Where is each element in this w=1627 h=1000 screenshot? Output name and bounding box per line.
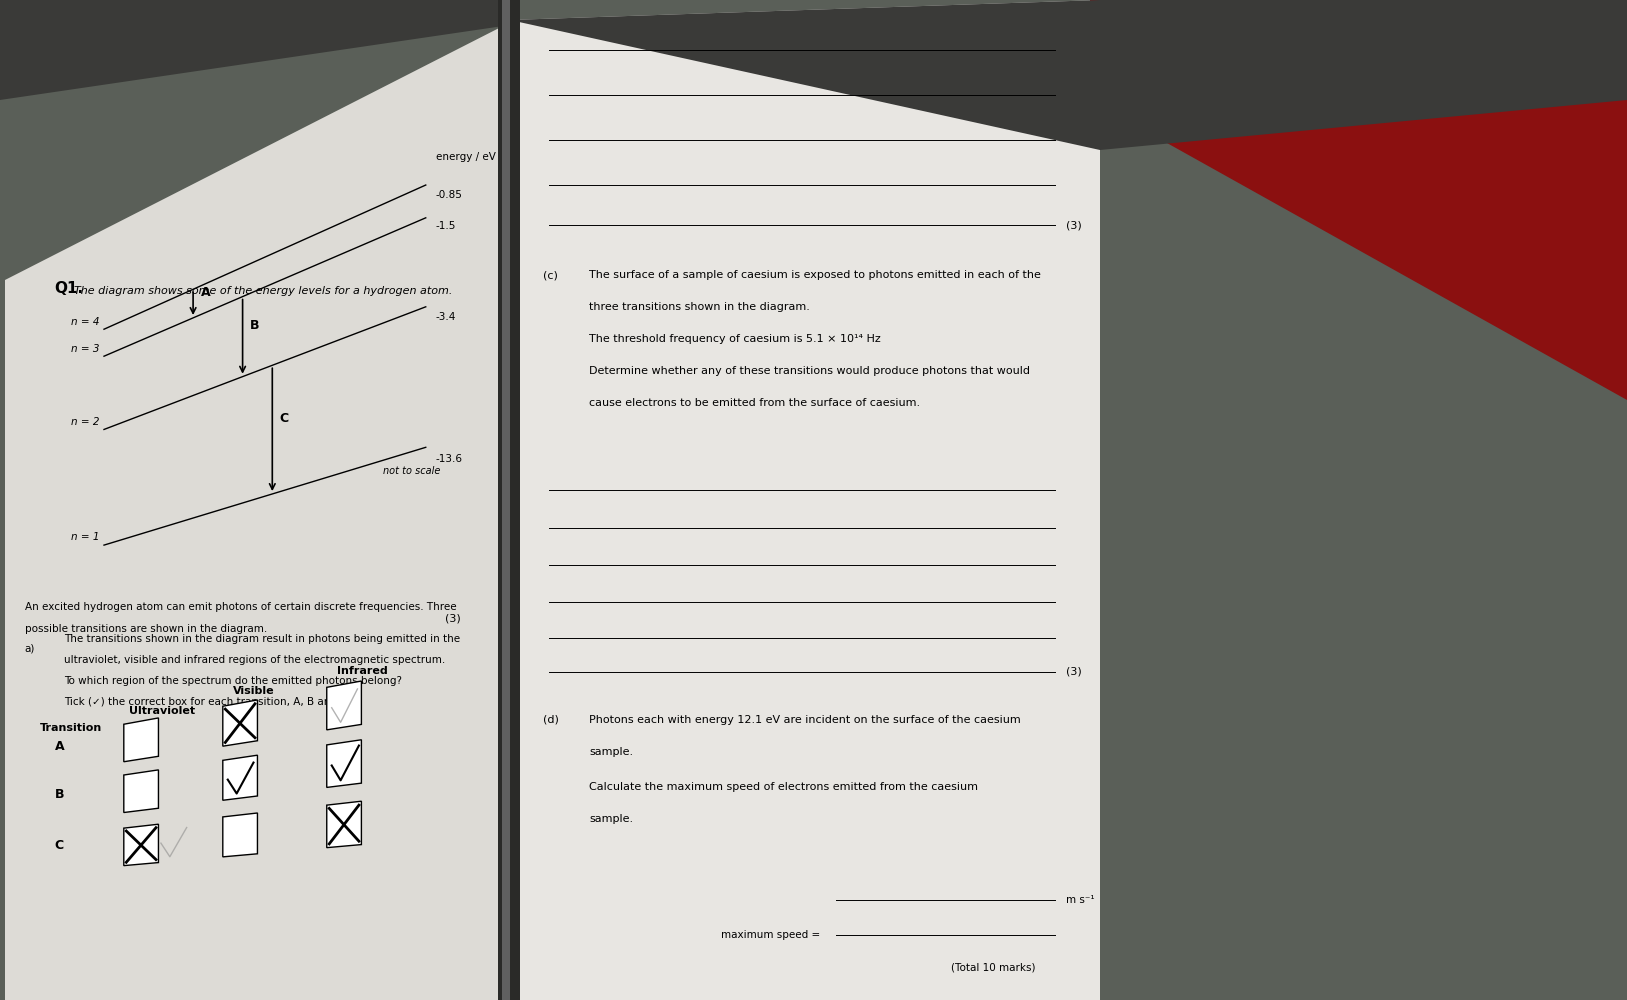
Text: (3): (3) bbox=[1066, 667, 1082, 677]
Text: C: C bbox=[280, 412, 290, 425]
Text: three transitions shown in the diagram.: three transitions shown in the diagram. bbox=[589, 302, 810, 312]
Text: n = 1: n = 1 bbox=[70, 532, 99, 542]
Text: not to scale: not to scale bbox=[384, 466, 441, 476]
Text: Calculate the maximum speed of electrons emitted from the caesium: Calculate the maximum speed of electrons… bbox=[589, 782, 978, 792]
Text: B: B bbox=[54, 788, 63, 801]
Polygon shape bbox=[124, 824, 158, 866]
Text: cause electrons to be emitted from the surface of caesium.: cause electrons to be emitted from the s… bbox=[589, 398, 921, 408]
Text: The transitions shown in the diagram result in photons being emitted in the: The transitions shown in the diagram res… bbox=[65, 634, 460, 644]
Text: -3.4: -3.4 bbox=[436, 312, 456, 322]
Polygon shape bbox=[124, 770, 158, 813]
Text: -1.5: -1.5 bbox=[436, 221, 456, 231]
Text: (d): (d) bbox=[543, 715, 560, 725]
Polygon shape bbox=[124, 718, 158, 762]
Text: The surface of a sample of caesium is exposed to photons emitted in each of the: The surface of a sample of caesium is ex… bbox=[589, 270, 1041, 280]
Text: Q1.: Q1. bbox=[54, 281, 83, 296]
Text: sample.: sample. bbox=[589, 747, 633, 757]
Polygon shape bbox=[327, 801, 361, 848]
Text: energy / eV: energy / eV bbox=[436, 152, 496, 162]
Polygon shape bbox=[0, 0, 509, 100]
Text: Infrared: Infrared bbox=[337, 666, 387, 676]
Text: C: C bbox=[54, 839, 63, 852]
Text: maximum speed =: maximum speed = bbox=[721, 930, 820, 940]
Polygon shape bbox=[509, 0, 1627, 150]
Text: An excited hydrogen atom can emit photons of certain discrete frequencies. Three: An excited hydrogen atom can emit photon… bbox=[24, 602, 457, 612]
Text: -13.6: -13.6 bbox=[436, 454, 462, 464]
Text: n = 4: n = 4 bbox=[70, 317, 99, 327]
Text: To which region of the spectrum do the emitted photons belong?: To which region of the spectrum do the e… bbox=[65, 676, 402, 686]
Text: n = 2: n = 2 bbox=[70, 417, 99, 427]
Polygon shape bbox=[498, 0, 521, 1000]
Text: a): a) bbox=[24, 644, 36, 654]
Polygon shape bbox=[327, 681, 361, 730]
Text: m s⁻¹: m s⁻¹ bbox=[1066, 895, 1095, 905]
Polygon shape bbox=[1090, 0, 1627, 400]
Text: The diagram shows some of the energy levels for a hydrogen atom.: The diagram shows some of the energy lev… bbox=[75, 286, 452, 296]
Text: A: A bbox=[200, 286, 210, 299]
Text: (c): (c) bbox=[543, 270, 558, 280]
Polygon shape bbox=[509, 0, 1100, 1000]
Text: Photons each with energy 12.1 eV are incident on the surface of the caesium: Photons each with energy 12.1 eV are inc… bbox=[589, 715, 1020, 725]
Polygon shape bbox=[5, 25, 504, 1000]
Text: Tick (✓) the correct box for each transition, A, B and C.: Tick (✓) the correct box for each transi… bbox=[65, 696, 351, 706]
Text: A: A bbox=[54, 740, 63, 753]
Text: -0.85: -0.85 bbox=[436, 190, 462, 200]
Text: sample.: sample. bbox=[589, 814, 633, 824]
Text: Ultraviolet: Ultraviolet bbox=[129, 706, 195, 716]
Text: (3): (3) bbox=[1066, 220, 1082, 230]
Text: Determine whether any of these transitions would produce photons that would: Determine whether any of these transitio… bbox=[589, 366, 1030, 376]
Text: possible transitions are shown in the diagram.: possible transitions are shown in the di… bbox=[24, 624, 267, 634]
Polygon shape bbox=[503, 0, 509, 1000]
Text: n = 3: n = 3 bbox=[70, 344, 99, 354]
Polygon shape bbox=[327, 740, 361, 787]
Text: (Total 10 marks): (Total 10 marks) bbox=[952, 962, 1036, 972]
Text: B: B bbox=[251, 319, 260, 332]
Polygon shape bbox=[223, 755, 257, 800]
Text: Visible: Visible bbox=[233, 686, 275, 696]
Text: Transition: Transition bbox=[39, 723, 103, 733]
Text: ultraviolet, visible and infrared regions of the electromagnetic spectrum.: ultraviolet, visible and infrared region… bbox=[65, 655, 446, 665]
Polygon shape bbox=[223, 700, 257, 746]
Text: The threshold frequency of caesium is 5.1 × 10¹⁴ Hz: The threshold frequency of caesium is 5.… bbox=[589, 334, 880, 344]
Polygon shape bbox=[223, 813, 257, 857]
Text: (3): (3) bbox=[444, 613, 460, 623]
